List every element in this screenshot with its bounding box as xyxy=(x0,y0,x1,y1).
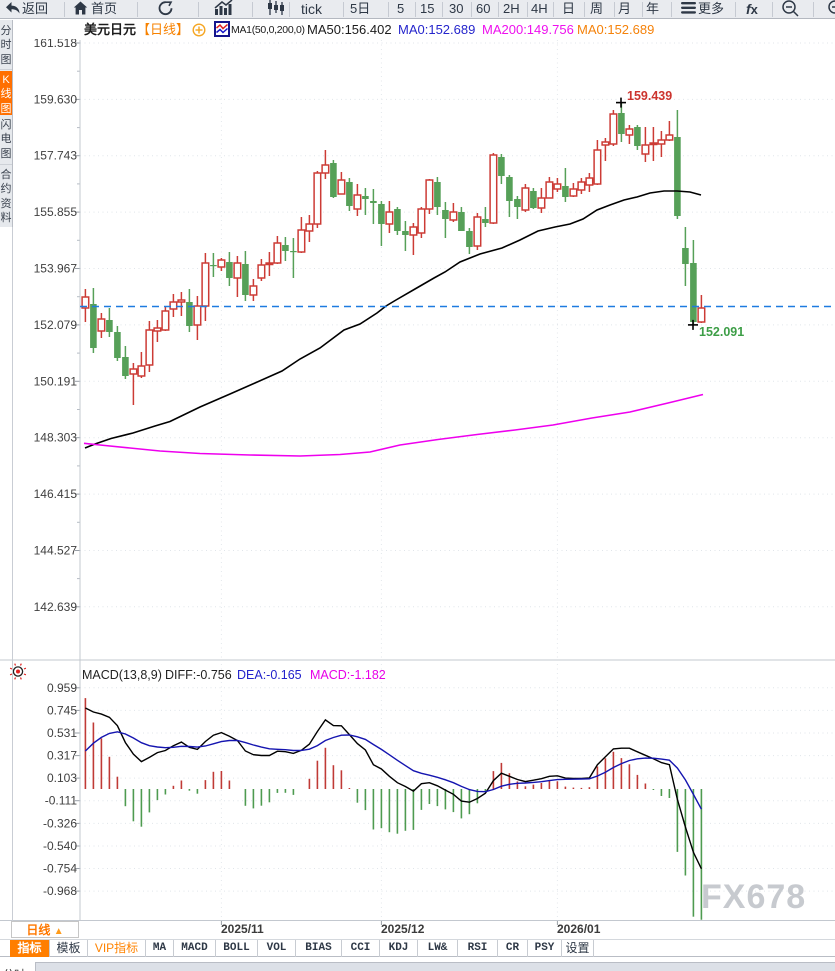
svg-text:144.527: 144.527 xyxy=(34,544,78,558)
svg-text:159.630: 159.630 xyxy=(34,92,78,106)
svg-text:159.439: 159.439 xyxy=(627,89,672,103)
svg-text:142.639: 142.639 xyxy=(34,600,78,614)
svg-text:-0.326: -0.326 xyxy=(43,816,77,830)
svg-text:157.743: 157.743 xyxy=(34,149,78,163)
svg-text:2025/11: 2025/11 xyxy=(221,922,264,936)
svg-text:-0.540: -0.540 xyxy=(43,839,77,853)
svg-text:DIFF:-0.756: DIFF:-0.756 xyxy=(165,668,232,682)
svg-text:146.415: 146.415 xyxy=(34,487,78,501)
svg-text:155.855: 155.855 xyxy=(34,205,78,219)
svg-text:153.967: 153.967 xyxy=(34,262,78,276)
svg-text:0.531: 0.531 xyxy=(47,726,77,740)
svg-text:152.091: 152.091 xyxy=(699,325,744,339)
svg-text:150.191: 150.191 xyxy=(34,374,78,388)
svg-text:MACD:-1.182: MACD:-1.182 xyxy=(310,668,386,682)
svg-text:2026/01: 2026/01 xyxy=(557,922,601,936)
svg-text:2025/12: 2025/12 xyxy=(381,922,425,936)
svg-text:-0.754: -0.754 xyxy=(43,862,77,876)
svg-text:0.959: 0.959 xyxy=(47,681,77,695)
svg-text:161.518: 161.518 xyxy=(34,36,78,50)
svg-text:DEA:-0.165: DEA:-0.165 xyxy=(237,668,302,682)
svg-text:0.745: 0.745 xyxy=(47,703,77,717)
svg-text:-0.111: -0.111 xyxy=(45,794,78,808)
svg-text:0.103: 0.103 xyxy=(47,771,77,785)
svg-text:148.303: 148.303 xyxy=(34,431,78,445)
svg-text:152.079: 152.079 xyxy=(34,318,78,332)
svg-text:-0.968: -0.968 xyxy=(43,884,77,898)
svg-text:MACD(13,8,9): MACD(13,8,9) xyxy=(82,668,162,682)
svg-text:0.317: 0.317 xyxy=(47,749,77,763)
